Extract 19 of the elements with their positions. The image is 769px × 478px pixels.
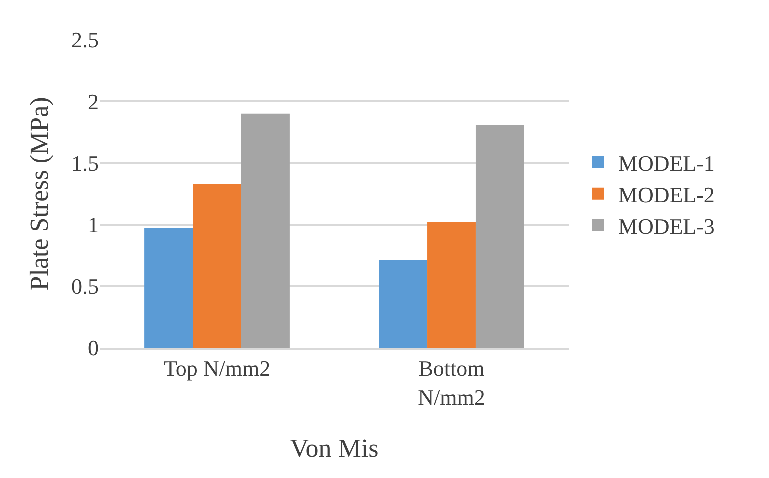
y-tick-label: 2.5 bbox=[72, 28, 99, 53]
y-tick-label: 1 bbox=[88, 212, 99, 238]
legend-label: MODEL-1 bbox=[618, 150, 715, 176]
bar bbox=[379, 260, 428, 348]
legend-label: MODEL-3 bbox=[618, 214, 715, 240]
x-axis-title: Von Mis bbox=[290, 434, 379, 463]
bar bbox=[193, 184, 242, 348]
x-tick-label: Bottom N/mm2 bbox=[418, 356, 486, 410]
legend-label: MODEL-2 bbox=[618, 182, 715, 208]
y-tick-label: 2 bbox=[88, 89, 99, 114]
bar bbox=[428, 222, 476, 348]
y-tick-label: 0 bbox=[88, 336, 99, 361]
y-tick-label: 1.5 bbox=[72, 150, 99, 176]
bar bbox=[241, 114, 290, 348]
y-tick-label: 0.5 bbox=[72, 274, 99, 300]
bar bbox=[476, 125, 524, 348]
y-axis-title: Plate Stress (MPa) bbox=[24, 97, 54, 291]
bar bbox=[144, 228, 194, 348]
x-tick-label: Top N/mm2 bbox=[164, 356, 271, 382]
